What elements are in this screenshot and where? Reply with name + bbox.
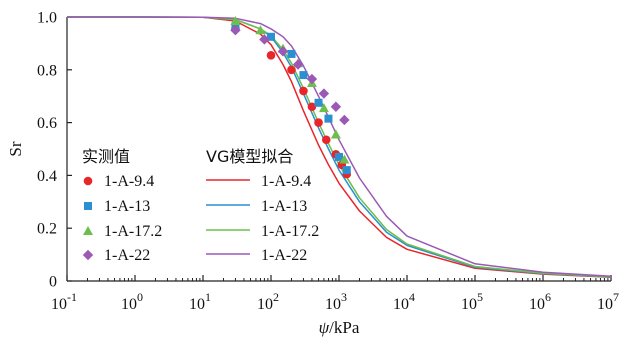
x-tick-label: 107: [597, 290, 619, 313]
fit-curve-1-A-9.4: [67, 16, 612, 279]
y-tick-label: 0.4: [37, 168, 57, 185]
data-point-1-A-9.4: [321, 135, 331, 145]
legend-label-measured: 1-A-22: [104, 247, 150, 264]
data-point-1-A-22: [318, 88, 330, 99]
legend-heading-fit: VG模型拟合: [206, 147, 293, 166]
y-tick-label: 0.2: [37, 221, 57, 238]
data-point-1-A-17.2: [255, 25, 266, 35]
data-point-1-A-9.4: [299, 86, 308, 96]
x-tick-label: 102: [257, 290, 279, 313]
data-point-1-A-9.4: [266, 50, 276, 60]
y-tick-label: 0.8: [37, 62, 57, 79]
legend-marker-1-A-17.2: [83, 226, 93, 235]
y-tick-label: 0.6: [37, 115, 57, 132]
x-tick-label: 106: [529, 290, 551, 313]
data-point-1-A-22: [339, 114, 350, 126]
x-tick-label: 100: [121, 290, 143, 313]
legend: 实测值 VG模型拟合 1-A-9.4 1-A-9.4 1-A-13 1-A-13 1-A-1…: [82, 147, 319, 264]
legend-heading-measured: 实测值: [82, 147, 130, 166]
x-tick-label: 101: [189, 290, 211, 313]
legend-marker-1-A-22: [82, 249, 94, 261]
legend-label-measured: 1-A-13: [104, 198, 150, 215]
data-point-1-A-13: [342, 166, 351, 175]
data-point-1-A-22: [230, 25, 241, 36]
data-point-1-A-13: [287, 49, 296, 58]
legend-label-fit: 1-A-17.2: [261, 223, 319, 240]
data-point-1-A-13: [314, 98, 323, 107]
data-point-1-A-17.2: [339, 154, 350, 164]
x-tick-label: 10-1: [51, 290, 77, 313]
data-point-1-A-13: [299, 71, 308, 80]
legend-label-fit: 1-A-9.4: [261, 173, 311, 190]
data-point-1-A-22: [277, 46, 289, 57]
chart-axes: 0 0.2 0.4 0.6 0.8 1.0 10-1 100 101 102 103 104 105 10…: [6, 10, 619, 338]
legend-label-measured: 1-A-9.4: [104, 173, 154, 190]
data-point-1-A-17.2: [230, 15, 241, 25]
x-tick-label: 103: [325, 290, 347, 313]
data-point-1-A-22: [292, 59, 304, 70]
legend-marker-1-A-9.4: [83, 176, 93, 186]
y-axis-title: Sr: [6, 141, 25, 156]
legend-label-fit: 1-A-22: [261, 247, 307, 264]
legend-marker-1-A-13: [84, 202, 92, 210]
x-axis-title: ψ/kPa: [319, 318, 360, 337]
x-tick-label: 104: [393, 290, 415, 313]
data-point-1-A-13: [324, 114, 333, 123]
y-tick-label: 1.0: [37, 10, 57, 27]
data-point-1-A-17.2: [318, 103, 329, 113]
data-point-1-A-22: [259, 34, 270, 45]
data-point-1-A-22: [306, 73, 318, 85]
data-point-1-A-13: [335, 152, 343, 161]
data-point-1-A-13: [267, 32, 275, 41]
legend-label-measured: 1-A-17.2: [104, 223, 162, 240]
data-point-1-A-22: [330, 101, 342, 112]
legend-label-fit: 1-A-13: [261, 198, 307, 215]
data-point-1-A-9.4: [314, 118, 323, 127]
measured-points: [230, 15, 352, 179]
data-point-1-A-9.4: [307, 102, 317, 112]
x-tick-label: 105: [461, 290, 483, 313]
data-point-1-A-9.4: [287, 65, 296, 75]
y-tick-label: 0: [49, 274, 57, 291]
data-point-1-A-17.2: [330, 129, 341, 139]
